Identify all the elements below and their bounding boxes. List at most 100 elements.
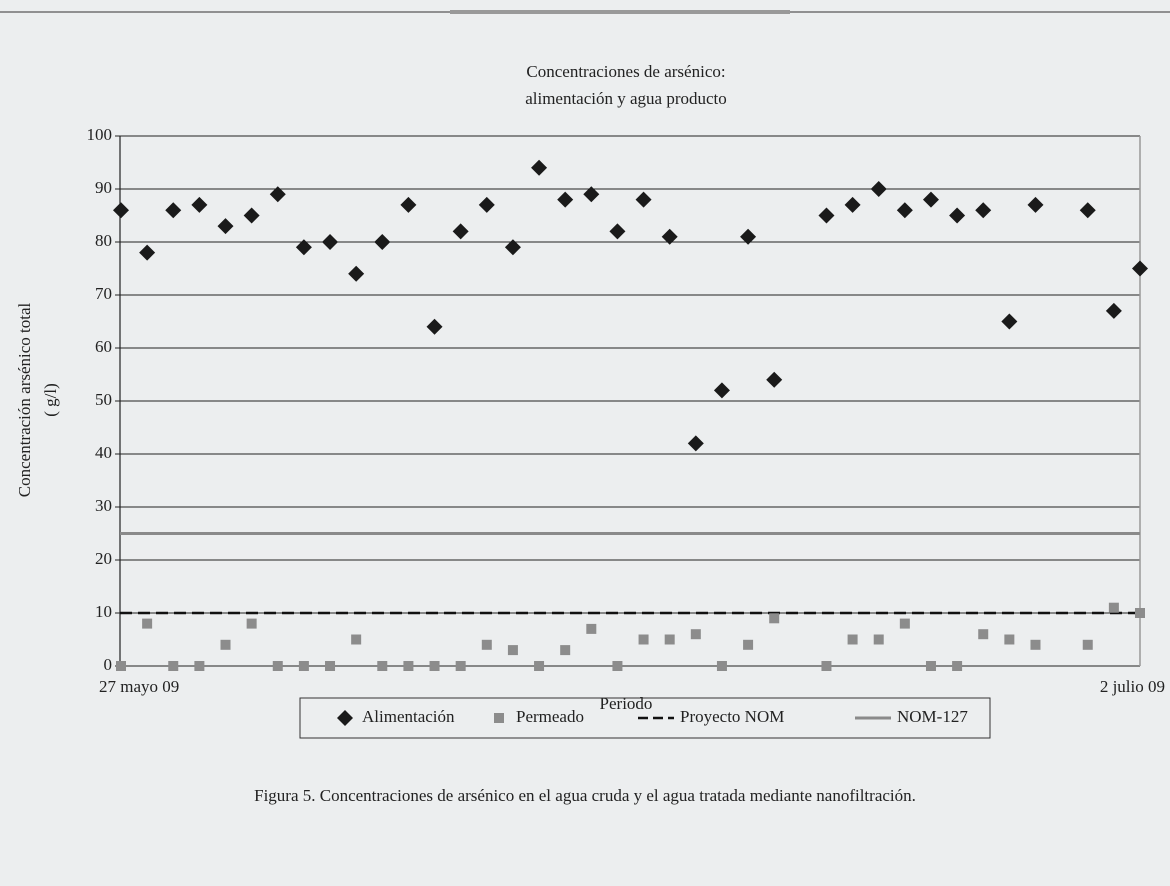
diamond-marker (922, 191, 939, 208)
square-marker (429, 661, 440, 671)
diamond-marker (1132, 260, 1148, 277)
square-marker (586, 623, 597, 634)
diamond-marker (896, 202, 913, 219)
diamond-marker (243, 207, 260, 224)
x-tick-label: 27 mayo 09 (99, 677, 179, 696)
square-marker (899, 618, 910, 629)
square-marker (978, 629, 989, 640)
diamond-marker (818, 207, 835, 224)
square-marker (220, 639, 231, 650)
diamond-marker (322, 234, 339, 250)
square-marker (638, 634, 649, 645)
diamond-marker (740, 228, 757, 245)
legend-swatch (337, 710, 353, 726)
square-marker (743, 639, 754, 650)
diamond-marker (478, 196, 495, 213)
diamond-marker (975, 202, 992, 219)
square-marker (769, 613, 780, 624)
diamond-marker (374, 234, 391, 250)
square-marker (142, 618, 153, 629)
square-marker (298, 661, 309, 671)
y-tick-label: 20 (95, 549, 112, 568)
square-marker (612, 661, 623, 671)
square-marker (1082, 639, 1093, 650)
diamond-marker (1105, 302, 1122, 319)
square-marker (534, 661, 545, 671)
legend-box (299, 697, 991, 739)
diamond-marker (504, 239, 521, 256)
square-marker (1004, 634, 1015, 645)
square-marker (847, 634, 858, 645)
square-marker (690, 629, 701, 640)
diamond-marker (1079, 202, 1096, 219)
square-marker (403, 661, 414, 671)
square-marker (507, 645, 518, 656)
diamond-marker (687, 435, 704, 452)
square-marker (821, 661, 832, 671)
y-tick-label: 70 (95, 284, 112, 303)
y-tick-label: 90 (95, 178, 112, 197)
diamond-marker (113, 202, 129, 219)
square-marker (325, 661, 336, 671)
legend-label: Alimentación (362, 707, 455, 726)
square-marker (560, 645, 571, 656)
legend-label: Permeado (516, 707, 584, 726)
square-marker (716, 661, 727, 671)
x-axis-label: Periodo (600, 694, 653, 713)
caption: Figura 5. Concentraciones de arsénico en… (254, 786, 916, 805)
diamond-marker (1001, 313, 1018, 330)
square-marker (116, 661, 126, 671)
square-marker (168, 661, 179, 671)
y-tick-label: 30 (95, 496, 112, 515)
legend-swatch (494, 713, 504, 723)
diamond-marker (583, 186, 600, 203)
square-marker (1030, 639, 1041, 650)
y-tick-label: 10 (95, 602, 112, 621)
square-marker (194, 661, 205, 671)
y-tick-label: 40 (95, 443, 112, 462)
legend-label: Proyecto NOM (680, 707, 784, 726)
y-axis-label: ( g/l) (41, 383, 60, 417)
diamond-marker (609, 223, 626, 240)
diamond-marker (295, 239, 312, 256)
diamond-marker (557, 191, 574, 208)
diamond-marker (165, 202, 182, 219)
x-tick-label: 2 julio 09 (1100, 677, 1165, 696)
square-marker (925, 661, 936, 671)
square-marker (272, 661, 283, 671)
diamond-marker (766, 371, 783, 388)
y-tick-label: 100 (87, 125, 113, 144)
square-marker (377, 661, 388, 671)
diamond-marker (870, 181, 887, 197)
square-marker (455, 661, 466, 671)
diamond-marker (452, 223, 469, 240)
diamond-marker (217, 218, 234, 235)
diamond-marker (531, 159, 548, 176)
y-axis-label: Concentración arsénico total (15, 302, 34, 497)
y-tick-label: 0 (104, 655, 113, 674)
diamond-marker (661, 228, 678, 245)
square-marker (664, 634, 675, 645)
square-marker (952, 661, 963, 671)
y-tick-label: 60 (95, 337, 112, 356)
diamond-marker (713, 382, 730, 399)
square-marker (1108, 602, 1119, 613)
square-marker (1135, 608, 1145, 618)
square-marker (351, 634, 362, 645)
square-marker (873, 634, 884, 645)
chart-title: alimentación y agua producto (525, 89, 727, 108)
diamond-marker (635, 191, 652, 208)
square-marker (246, 618, 257, 629)
top-rule-hatch (450, 10, 790, 14)
diamond-marker (1027, 196, 1044, 213)
diamond-marker (269, 186, 286, 203)
y-tick-label: 50 (95, 390, 112, 409)
diamond-marker (400, 196, 417, 213)
diamond-marker (191, 196, 208, 213)
square-marker (481, 639, 492, 650)
diamond-marker (139, 244, 156, 261)
legend-label: NOM-127 (897, 707, 968, 726)
diamond-marker (844, 196, 861, 213)
chart-title: Concentraciones de arsénico: (526, 62, 725, 81)
